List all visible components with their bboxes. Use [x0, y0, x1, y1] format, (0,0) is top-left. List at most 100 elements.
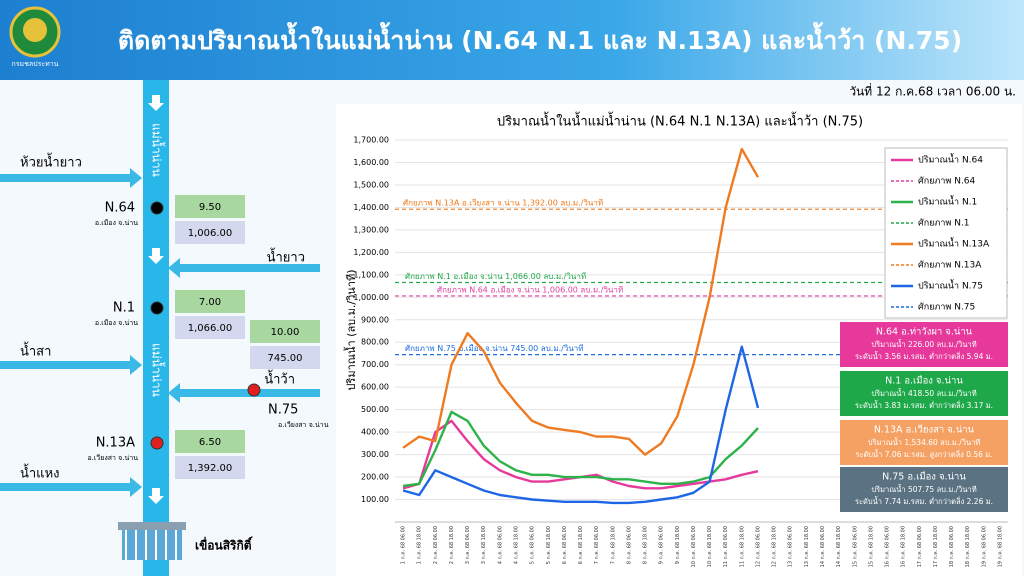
- legend-box: [884, 147, 1008, 319]
- x-tick-label: 1 ก.ค. 68 18.00: [417, 526, 423, 564]
- x-tick-label: 2 ก.ค. 68 18.00: [449, 526, 455, 564]
- y-tick-label: 400.00: [361, 428, 389, 437]
- station-dot: [150, 436, 164, 450]
- info-station: N.75 อ.เมือง จ.น่าน: [882, 472, 966, 483]
- x-tick-label: 8 ก.ค. 68 18.00: [643, 526, 649, 564]
- page-title: ติดตามปริมาณน้ำในแม่น้ำน่าน (N.64 N.1 แล…: [118, 21, 962, 55]
- legend-label: ปริมาณน้ำ N.13A: [918, 237, 990, 250]
- level-value: 9.50: [199, 202, 221, 213]
- y-tick-label: 500.00: [361, 405, 389, 414]
- x-tick-label: 13 ก.ค. 68 06.00: [788, 526, 794, 567]
- x-tick-label: 3 ก.ค. 68 06.00: [465, 526, 471, 564]
- station-dot: [150, 301, 164, 315]
- legend-label: ศักยภาพ N.75: [918, 303, 975, 313]
- x-tick-label: 7 ก.ค. 68 06.00: [594, 526, 600, 564]
- x-tick-label: 9 ก.ค. 68 18.00: [675, 526, 681, 564]
- y-tick-label: 1,400.00: [353, 203, 389, 212]
- series-line: [402, 345, 760, 505]
- info-box: [840, 420, 1008, 465]
- x-tick-label: 9 ก.ค. 68 06.00: [659, 526, 665, 564]
- x-tick-label: 15 ก.ค. 68 06.00: [852, 526, 858, 567]
- x-tick-label: 7 ก.ค. 68 18.00: [610, 526, 616, 564]
- info-flow: ปริมาณน้ำ 418.50 ลบ.ม./วินาที: [871, 388, 976, 398]
- x-tick-label: 5 ก.ค. 68 18.00: [546, 526, 552, 564]
- x-tick-label: 4 ก.ค. 68 18.00: [513, 526, 519, 564]
- info-flow: ปริมาณน้ำ 507.75 ลบ.ม./วินาที: [871, 484, 976, 494]
- info-flow: ปริมาณน้ำ 226.00 ลบ.ม./วินาที: [871, 339, 976, 349]
- flow-value: 1,066.00: [188, 323, 233, 334]
- capacity-label: ศักยภาพ N.13A อ.เวียงสา จ.น่าน 1,392.00 …: [403, 199, 603, 208]
- legend-label: ศักยภาพ N.64: [918, 177, 976, 187]
- level-value: 10.00: [271, 327, 300, 338]
- x-tick-label: 2 ก.ค. 68 06.00: [433, 526, 439, 564]
- y-tick-label: 1,700.00: [353, 136, 389, 145]
- x-tick-label: 17 ก.ค. 68 06.00: [917, 526, 923, 567]
- station-dot: [150, 201, 164, 215]
- station-code: N.75: [268, 403, 298, 418]
- logo-emblem: [23, 18, 47, 42]
- x-tick-label: 19 ก.ค. 68 18.00: [997, 526, 1003, 567]
- legend-label: ปริมาณน้ำ N.75: [918, 279, 983, 292]
- y-tick-label: 700.00: [361, 360, 389, 369]
- date: วันที่ 12 ก.ค.68 เวลา 06.00 น.: [849, 83, 1016, 99]
- y-tick-label: 200.00: [361, 473, 389, 482]
- y-tick-label: 1,500.00: [353, 180, 389, 189]
- series-line: [402, 410, 759, 488]
- level-value: 6.50: [199, 437, 221, 448]
- flow-value: 745.00: [268, 353, 303, 364]
- station-location: อ.เมือง จ.น่าน: [95, 219, 138, 227]
- x-tick-label: 18 ก.ค. 68 06.00: [949, 526, 955, 567]
- flow-box: [175, 221, 245, 244]
- flow-box: [250, 346, 320, 369]
- station-location: อ.เวียงสา จ.น่าน: [87, 454, 138, 462]
- river-label: แม่น้ำน่าน: [150, 123, 166, 177]
- x-tick-label: 12 ก.ค. 68 06.00: [755, 526, 761, 567]
- station-code: N.64: [105, 201, 135, 216]
- x-tick-label: 6 ก.ค. 68 06.00: [562, 526, 568, 564]
- info-station: N.64 อ.ท่าวังผา จ.น่าน: [876, 327, 973, 338]
- x-tick-label: 11 ก.ค. 68 18.00: [739, 526, 745, 567]
- x-tick-label: 19 ก.ค. 68 06.00: [981, 526, 987, 567]
- tributary-label: น้ำแหง: [20, 464, 59, 482]
- y-tick-label: 600.00: [361, 383, 389, 392]
- x-tick-label: 4 ก.ค. 68 06.00: [497, 526, 503, 564]
- tributary-label: น้ำยาว: [267, 248, 305, 266]
- tributary-label: น้ำว้า: [264, 370, 295, 388]
- y-tick-label: 1,600.00: [353, 158, 389, 167]
- x-tick-label: 14 ก.ค. 68 06.00: [820, 526, 826, 567]
- info-flow: ปริมาณน้ำ 1,534.60 ลบ.ม./วินาที: [868, 437, 981, 447]
- flow-value: 1,392.00: [188, 463, 233, 474]
- header-bar: [0, 0, 1024, 80]
- y-tick-label: 1,300.00: [353, 225, 389, 234]
- y-tick-label: 1,200.00: [353, 248, 389, 257]
- level-value: 7.00: [199, 297, 221, 308]
- level-box: [175, 430, 245, 453]
- level-box: [250, 320, 320, 343]
- station-location: อ.เวียงสา จ.น่าน: [278, 421, 329, 429]
- y-tick-label: 1,000.00: [353, 293, 389, 302]
- flow-arrows: [148, 95, 164, 504]
- tributary-label: ห้วยน้ำยาว: [20, 153, 82, 171]
- legend-label: ศักยภาพ N.13A: [918, 261, 982, 271]
- legend-label: ปริมาณน้ำ N.1: [918, 195, 977, 208]
- y-tick-label: 100.00: [361, 495, 389, 504]
- x-tick-label: 3 ก.ค. 68 18.00: [481, 526, 487, 564]
- series-line: [402, 147, 760, 456]
- river-label: แม่น้ำน่าน: [150, 343, 166, 397]
- y-tick-label: 300.00: [361, 450, 389, 459]
- tributary-arrows: [0, 168, 320, 497]
- info-station: N.13A อ.เวียงสา จ.น่าน: [874, 424, 975, 436]
- level-box: [175, 290, 245, 313]
- info-box: [840, 467, 1008, 512]
- station-dot: [247, 383, 261, 397]
- info-level: ระดับน้ำ 3.83 ม.รสม. ต่ำกว่าตลิ่ง 3.17 ม…: [855, 400, 993, 410]
- x-tick-label: 6 ก.ค. 68 18.00: [578, 526, 584, 564]
- legend-label: ปริมาณน้ำ N.64: [918, 153, 983, 166]
- flow-box: [175, 316, 245, 339]
- info-level: ระดับน้ำ 7.74 ม.รสม. ต่ำกว่าตลิ่ง 2.26 ม…: [855, 496, 993, 506]
- info-box: [840, 322, 1008, 367]
- x-tick-label: 18 ก.ค. 68 18.00: [965, 526, 971, 567]
- x-tick-label: 5 ก.ค. 68 06.00: [530, 526, 536, 564]
- x-tick-label: 8 ก.ค. 68 06.00: [626, 526, 632, 564]
